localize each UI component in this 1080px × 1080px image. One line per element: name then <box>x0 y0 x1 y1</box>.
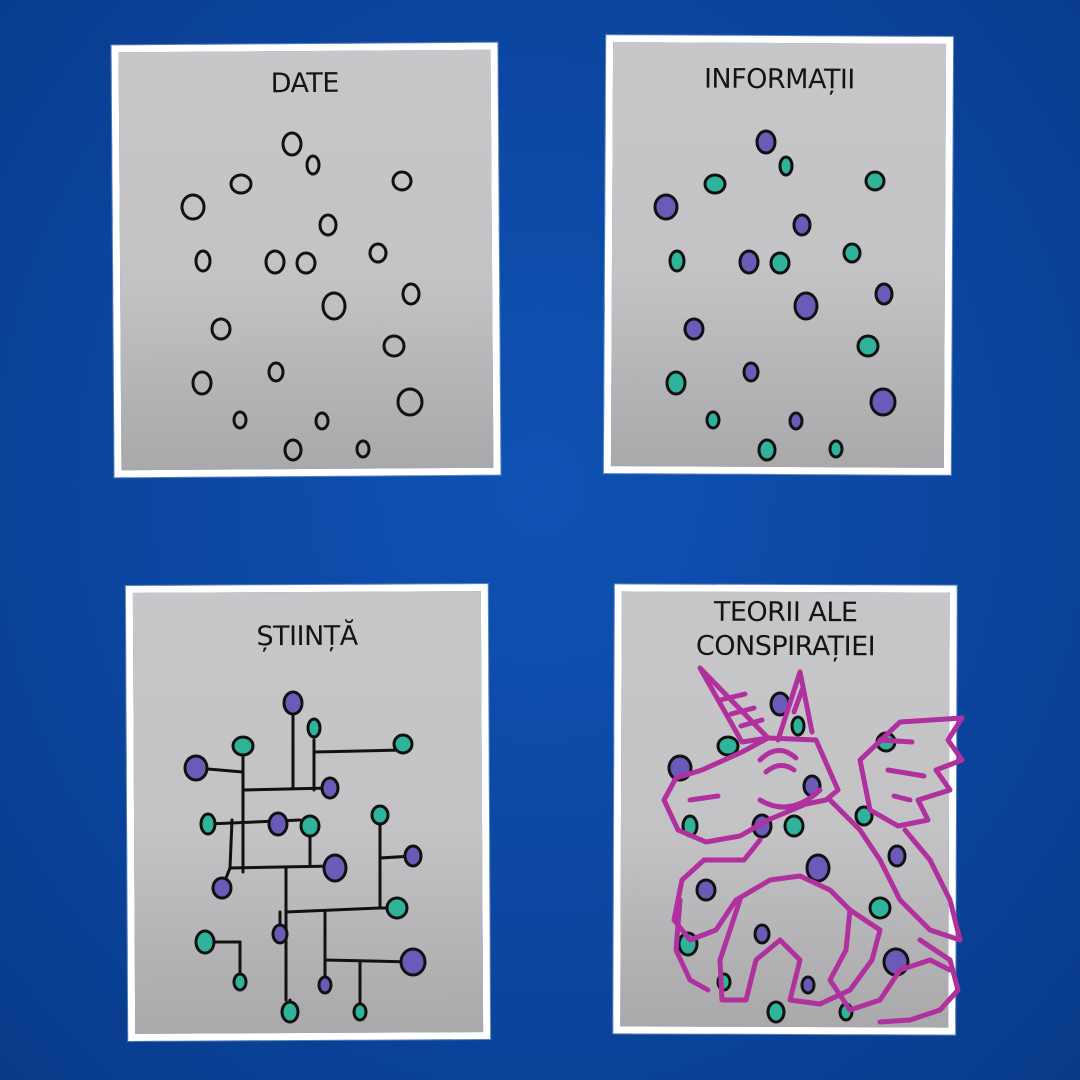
drop-colored <box>874 282 894 306</box>
drop-colored <box>757 438 777 462</box>
drop-colored <box>778 155 794 177</box>
conspiracy-drop <box>753 923 771 945</box>
science-node <box>282 690 304 716</box>
science-node <box>232 972 248 992</box>
science-node <box>231 735 255 757</box>
science-node <box>194 929 216 955</box>
drop-outline <box>314 411 330 431</box>
science-node <box>392 733 414 755</box>
drop-colored <box>738 249 760 275</box>
science-node <box>306 717 322 739</box>
drop-outline <box>368 242 388 264</box>
science-node <box>299 814 321 838</box>
drop-outline <box>391 170 413 192</box>
drop-outline <box>281 131 303 157</box>
conspiracy-drop <box>716 735 740 757</box>
drop-colored <box>793 291 819 321</box>
drop-outline <box>396 387 424 417</box>
science-node <box>403 844 423 868</box>
science-node <box>280 1000 300 1024</box>
science-node <box>385 896 409 920</box>
drop-outline <box>194 249 212 273</box>
drop-outline <box>355 439 371 459</box>
conspiracy-drop <box>766 1000 786 1024</box>
conspiracy-drop <box>868 896 892 920</box>
drop-colored <box>705 410 721 430</box>
conspiracy-drop <box>695 878 717 902</box>
drop-colored <box>653 193 679 221</box>
drop-outline <box>295 251 317 275</box>
drop-colored <box>856 334 880 358</box>
drop-colored <box>665 370 687 396</box>
conspiracy-drop <box>800 975 816 995</box>
drop-colored <box>703 173 727 195</box>
conspiracy-drop <box>783 814 805 838</box>
drop-outline <box>210 317 232 341</box>
drop-outline <box>318 213 338 237</box>
science-node <box>199 812 217 836</box>
science-network-lines <box>194 713 415 1014</box>
drop-colored <box>792 213 812 237</box>
drop-colored <box>668 249 686 273</box>
drop-outline <box>232 410 248 430</box>
conspiracy-drops <box>667 691 910 1024</box>
conspiracy-drop <box>805 853 831 883</box>
science-node <box>352 1002 368 1022</box>
science-node <box>322 853 348 883</box>
science-node <box>370 804 390 826</box>
drop-colored <box>842 242 862 264</box>
colored-info-drops <box>653 129 897 462</box>
drop-outline <box>229 173 253 195</box>
drop-colored <box>864 170 886 192</box>
science-node <box>211 876 233 900</box>
drop-colored <box>828 439 844 459</box>
drop-colored <box>788 411 804 431</box>
drop-outline <box>191 370 213 396</box>
drop-colored <box>683 317 705 341</box>
science-node <box>183 754 209 782</box>
drop-colored <box>769 251 791 275</box>
science-node <box>271 923 289 945</box>
science-node <box>267 811 289 837</box>
unicorn-doodle <box>661 665 965 1025</box>
science-node <box>399 947 427 977</box>
drop-outline <box>180 193 206 221</box>
drop-colored <box>755 129 777 155</box>
drop-outline <box>321 291 347 321</box>
drop-colored <box>869 387 897 417</box>
drop-outline <box>305 154 321 176</box>
drop-outline <box>264 249 286 275</box>
drop-colored <box>742 361 760 383</box>
drop-outline <box>283 438 303 462</box>
science-node <box>320 776 340 800</box>
drop-outline <box>267 361 285 383</box>
science-nodes <box>183 690 427 1024</box>
raw-data-drops <box>180 131 424 462</box>
conspiracy-drop <box>887 844 907 868</box>
science-node <box>317 975 333 995</box>
drop-outline <box>382 334 406 358</box>
conspiracy-drop <box>790 715 806 737</box>
drop-outline <box>401 282 421 306</box>
